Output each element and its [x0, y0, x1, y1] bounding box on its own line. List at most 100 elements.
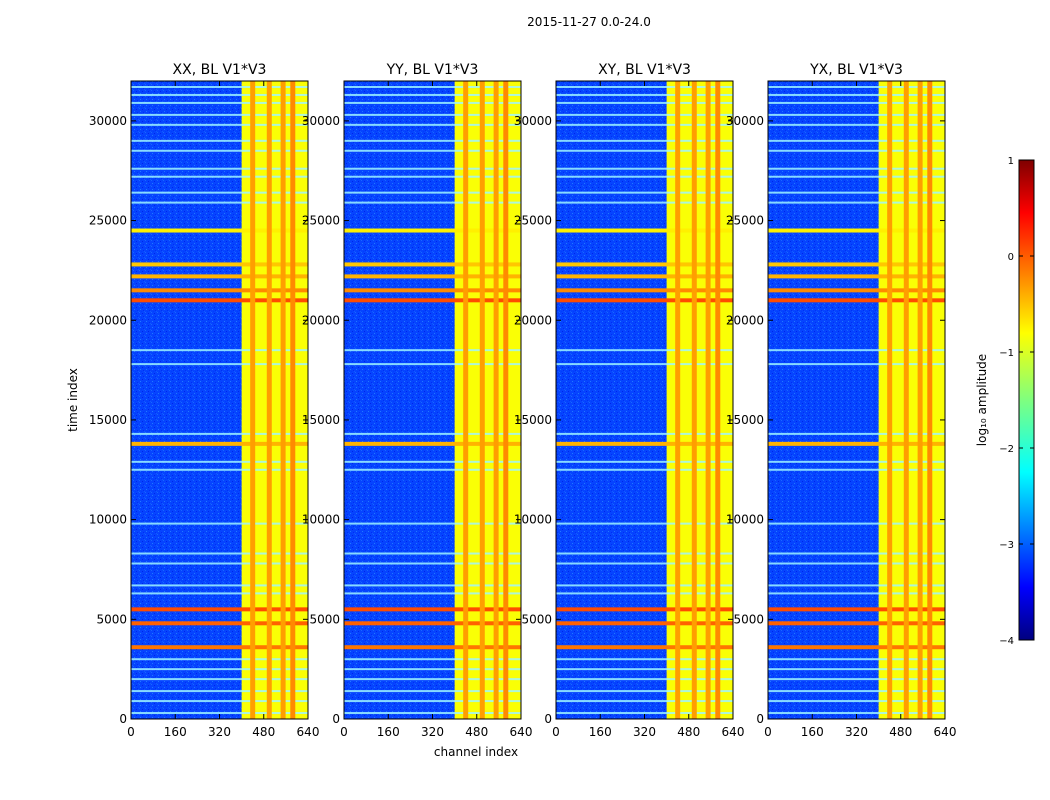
y-tick-label: 30000	[726, 114, 764, 128]
rfi-strong-row	[344, 274, 521, 279]
rfi-faint-row	[344, 113, 521, 116]
rfi-faint-row	[556, 432, 733, 435]
rfi-faint-row	[768, 678, 945, 681]
panel-4: YX, BL V1*V3 0 160 320 480 640 0 5000 10000 15000…	[726, 62, 957, 739]
rfi-faint-row	[344, 85, 521, 88]
rfi-channel-line	[715, 81, 721, 719]
rfi-strong-row	[131, 288, 308, 293]
rfi-strong-row	[344, 288, 521, 293]
rfi-faint-row	[556, 93, 733, 96]
x-tick-label: 160	[164, 725, 187, 739]
rfi-faint-row	[131, 175, 308, 178]
y-tick-label: 5000	[521, 612, 552, 626]
rfi-strong-row	[344, 228, 521, 233]
rfi-strong-row	[131, 262, 308, 267]
rfi-faint-row	[131, 460, 308, 463]
rfi-faint-row	[131, 85, 308, 88]
colorbar-label: log₁₀ amplitude	[975, 354, 989, 446]
rfi-faint-row	[768, 175, 945, 178]
x-tick-label: 160	[377, 725, 400, 739]
rfi-faint-row	[344, 191, 521, 194]
y-tick-label: 10000	[89, 513, 127, 527]
panel-title: YY, BL V1*V3	[386, 62, 479, 78]
rfi-faint-row	[131, 658, 308, 661]
x-tick-label: 0	[764, 725, 772, 739]
rfi-strong-row	[556, 441, 733, 446]
rfi-strong-row	[131, 298, 308, 303]
rfi-strong-row	[131, 274, 308, 279]
rfi-faint-row	[344, 432, 521, 435]
rfi-faint-row	[556, 658, 733, 661]
rfi-strong-row	[556, 645, 733, 650]
rfi-faint-row	[556, 85, 733, 88]
rfi-strong-row	[768, 228, 945, 233]
rfi-faint-row	[768, 522, 945, 525]
rfi-faint-row	[556, 562, 733, 565]
rfi-faint-row	[768, 584, 945, 587]
rfi-faint-row	[131, 349, 308, 352]
rfi-strong-row	[768, 621, 945, 626]
y-axis-label: time index	[66, 368, 80, 432]
x-tick-label: 0	[127, 725, 135, 739]
y-tick-label: 5000	[96, 612, 127, 626]
rfi-faint-row	[768, 85, 945, 88]
rfi-strong-row	[556, 607, 733, 612]
rfi-faint-row	[556, 139, 733, 142]
rfi-faint-row	[768, 460, 945, 463]
panel-3: XY, BL V1*V3 0 160 320 480 640 0 5000 10000 15000…	[514, 62, 745, 739]
rfi-faint-row	[131, 432, 308, 435]
x-tick-label: 320	[421, 725, 444, 739]
rfi-faint-row	[768, 432, 945, 435]
rfi-strong-row	[768, 274, 945, 279]
y-tick-label: 0	[544, 712, 552, 726]
x-tick-label: 0	[340, 725, 348, 739]
x-tick-label: 480	[889, 725, 912, 739]
rfi-faint-row	[344, 363, 521, 366]
rfi-faint-row	[131, 522, 308, 525]
rfi-channel-line	[290, 81, 296, 719]
rfi-faint-row	[344, 522, 521, 525]
rfi-faint-row	[131, 592, 308, 595]
rfi-faint-row	[131, 668, 308, 671]
rfi-faint-row	[556, 690, 733, 693]
panel-title: XX, BL V1*V3	[173, 62, 267, 78]
rfi-strong-row	[131, 441, 308, 446]
rfi-faint-row	[131, 191, 308, 194]
rfi-strong-row	[556, 288, 733, 293]
rfi-faint-row	[131, 562, 308, 565]
y-tick-label: 10000	[514, 513, 552, 527]
panel-title: XY, BL V1*V3	[598, 62, 691, 78]
rfi-strong-row	[344, 645, 521, 650]
rfi-faint-row	[768, 123, 945, 126]
x-tick-label: 640	[722, 725, 745, 739]
x-tick-label: 640	[510, 725, 533, 739]
y-tick-label: 15000	[514, 413, 552, 427]
rfi-strong-row	[768, 441, 945, 446]
rfi-strong-row	[768, 607, 945, 612]
rfi-faint-row	[131, 113, 308, 116]
rfi-faint-row	[556, 113, 733, 116]
panel-title: YX, BL V1*V3	[809, 62, 903, 78]
rfi-faint-row	[131, 139, 308, 142]
y-tick-label: 15000	[726, 413, 764, 427]
rfi-faint-row	[131, 678, 308, 681]
colorbar-tick-label: 1	[1008, 156, 1014, 167]
heatmap-panels: XX, BL V1*V3 0 160 320 480 640 0 5000 10000 15000…	[89, 62, 957, 739]
rfi-faint-row	[768, 658, 945, 661]
y-tick-label: 25000	[514, 214, 552, 228]
rfi-faint-row	[768, 167, 945, 170]
rfi-channel-line	[463, 81, 469, 719]
colorbar-tick-label: 0	[1008, 252, 1014, 263]
rfi-faint-row	[131, 201, 308, 204]
rfi-faint-row	[556, 592, 733, 595]
rfi-faint-row	[768, 93, 945, 96]
rfi-faint-row	[768, 712, 945, 715]
rfi-strong-row	[344, 621, 521, 626]
rfi-channel-line	[705, 81, 711, 719]
rfi-channel-line	[917, 81, 923, 719]
rfi-faint-row	[768, 690, 945, 693]
rfi-faint-row	[344, 690, 521, 693]
x-tick-label: 480	[252, 725, 275, 739]
rfi-channel-line	[250, 81, 256, 719]
rfi-strong-row	[768, 262, 945, 267]
